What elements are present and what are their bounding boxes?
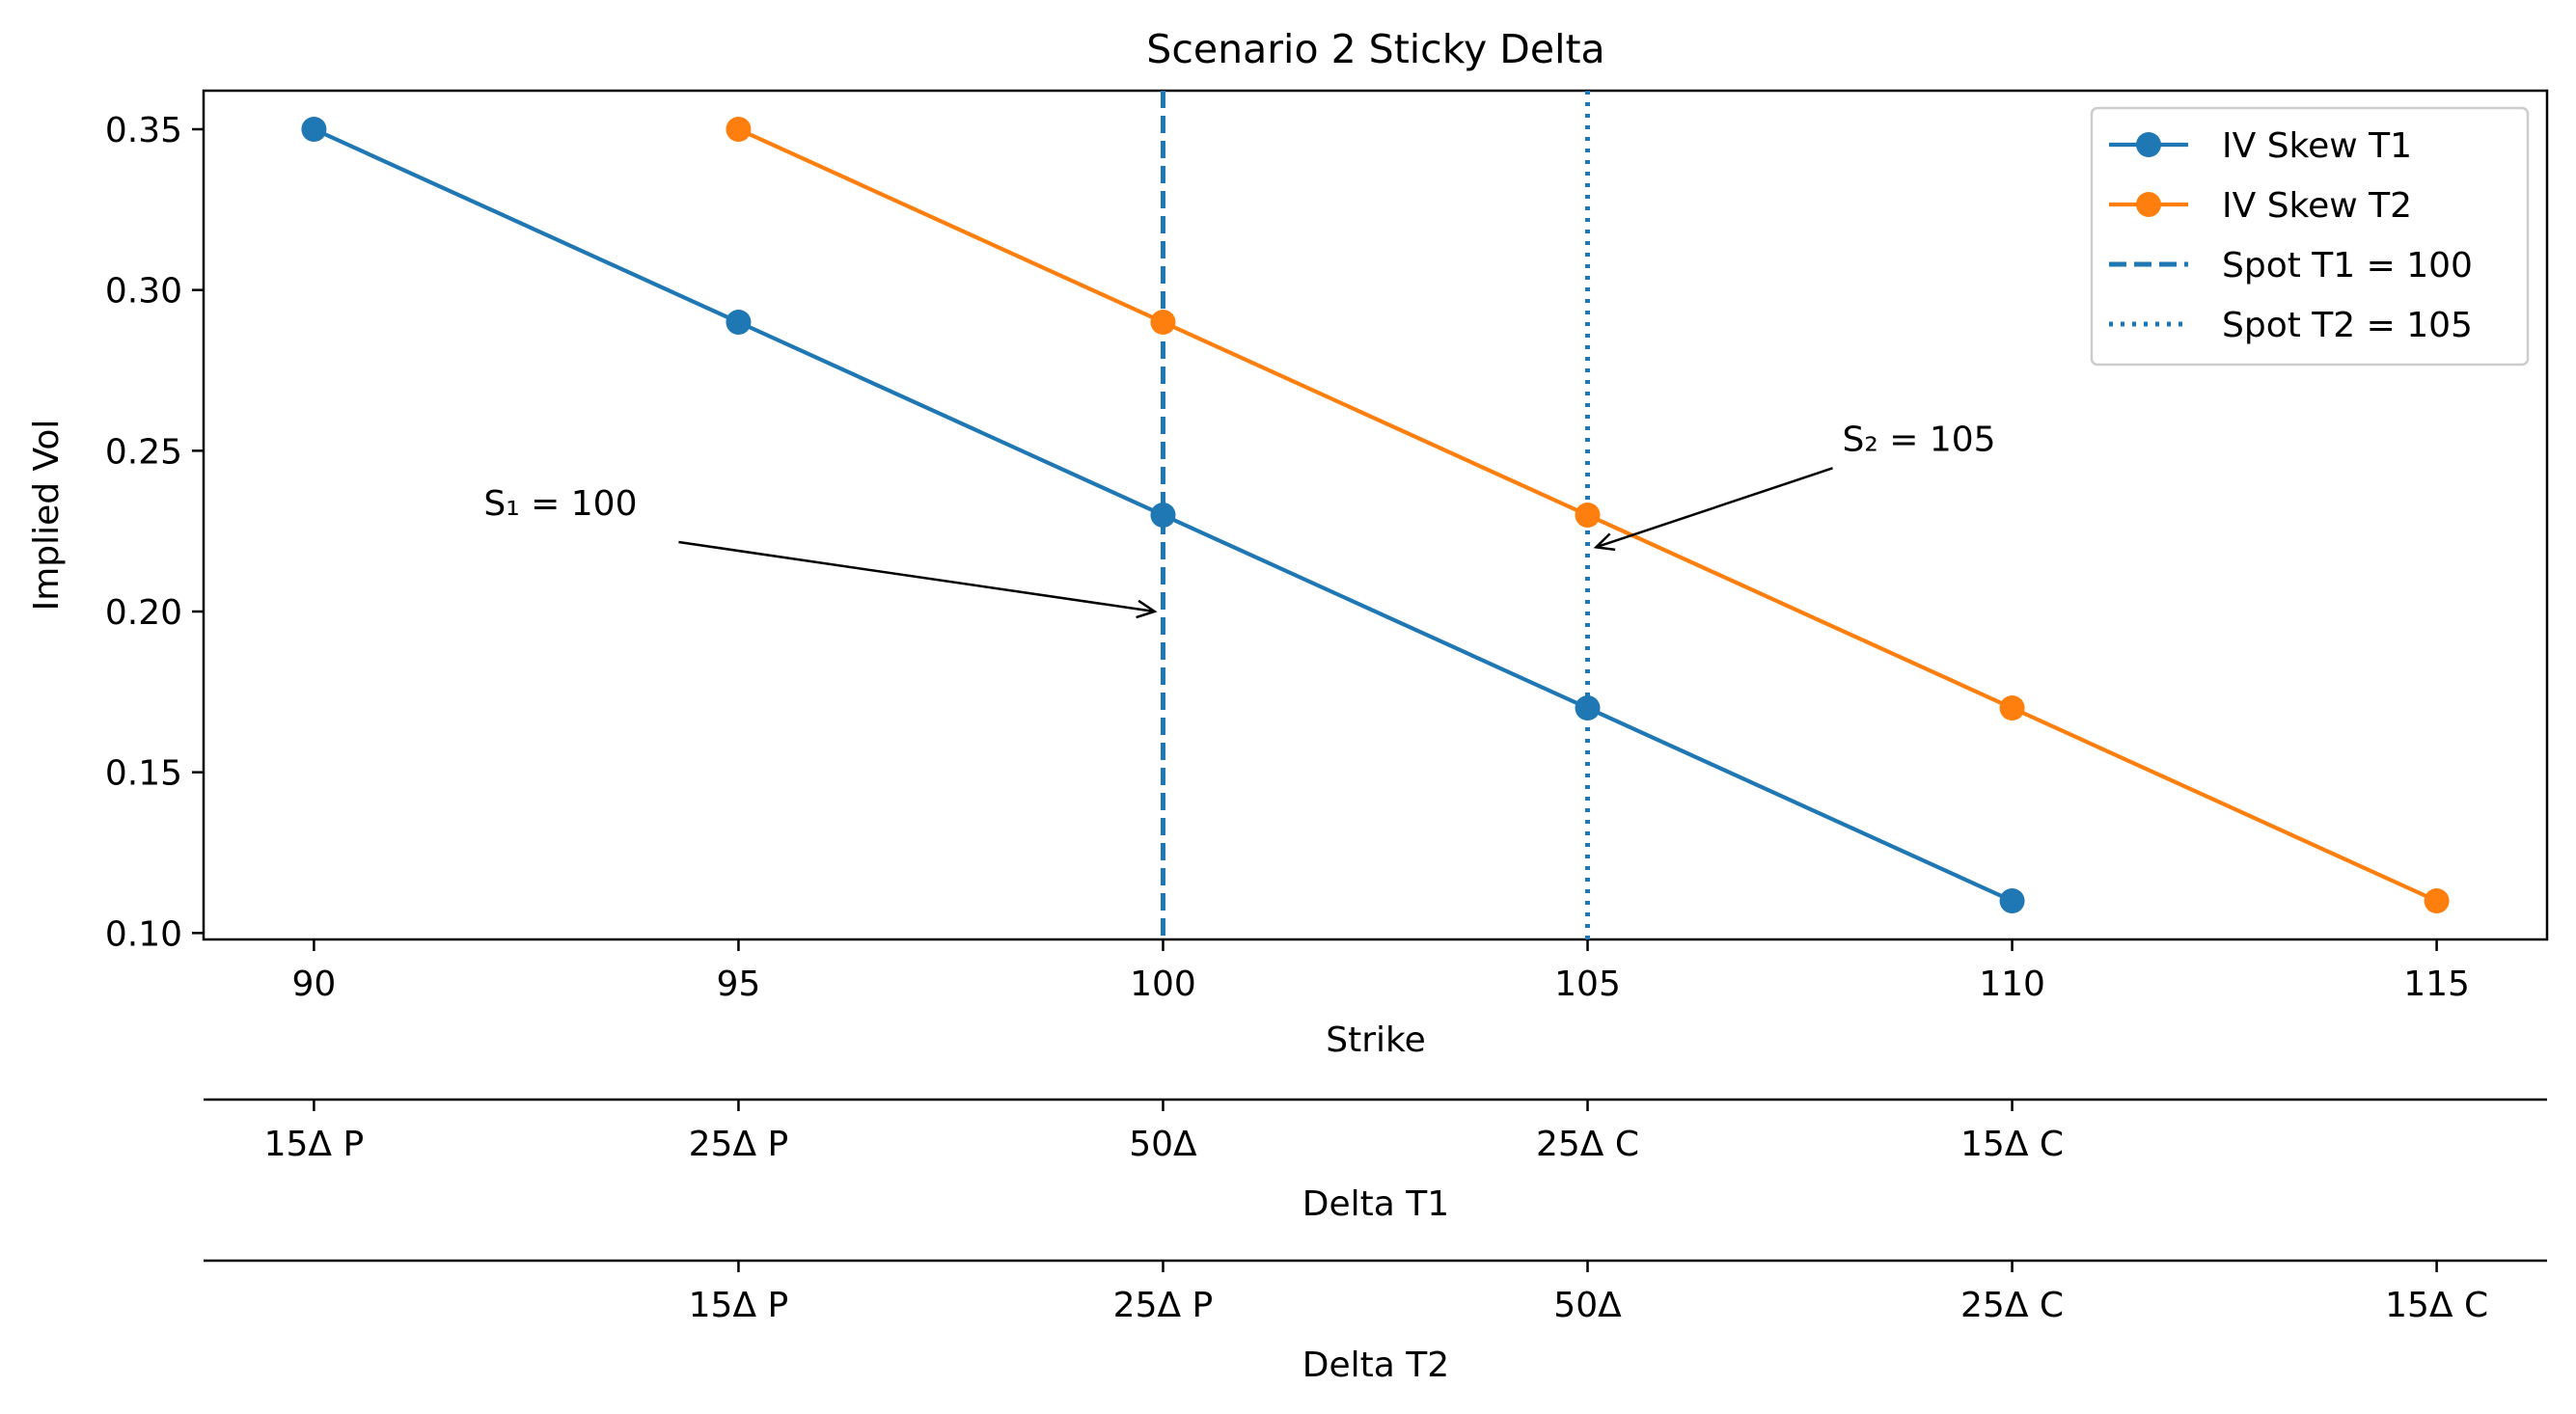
legend-box bbox=[2090, 106, 2530, 367]
secondary-tick-label: 25Δ C bbox=[1536, 1125, 1639, 1164]
annotation-arrow-2 bbox=[1595, 467, 1833, 549]
series-2-point bbox=[2424, 888, 2450, 913]
legend-label: Spot T1 = 100 bbox=[2222, 246, 2473, 286]
series-2-point bbox=[726, 117, 752, 142]
annotation-text-1: S₁ = 100 bbox=[483, 484, 637, 524]
secondary-axis-label: Delta T1 bbox=[1302, 1184, 1449, 1224]
annotation-arrowhead-1 bbox=[1136, 599, 1158, 619]
legend-entry: IV Skew T2 bbox=[2109, 186, 2412, 226]
legend-entry: Spot T1 = 100 bbox=[2109, 246, 2473, 286]
legend-entry: Spot T2 = 105 bbox=[2109, 306, 2473, 345]
secondary-tick-label: 15Δ P bbox=[689, 1286, 789, 1325]
y-tick-label: 0.25 bbox=[105, 432, 182, 472]
series-1-point bbox=[726, 310, 752, 335]
plot-area: S₁ = 100 S₂ = 105 bbox=[202, 89, 2549, 941]
x-tick-label: 115 bbox=[2403, 965, 2470, 1004]
y-tick-label: 0.30 bbox=[105, 272, 182, 312]
annotations-layer: S₁ = 100 S₂ = 105 bbox=[483, 420, 1996, 619]
legend-marker-swatch bbox=[2136, 192, 2161, 217]
secondary-axes: 15Δ P 25Δ P 50Δ 25Δ C 15Δ C Delta T1 15Δ P 25Δ … bbox=[204, 1098, 2547, 1385]
plot-frame bbox=[202, 89, 2549, 941]
secondary-tick-label: 25Δ C bbox=[1960, 1286, 2064, 1325]
legend-entry: IV Skew T1 bbox=[2109, 126, 2412, 166]
secondary-tick-label: 15Δ C bbox=[2385, 1286, 2488, 1325]
x-axis: 90 95 100 105 110 115 bbox=[292, 939, 2470, 1004]
secondary-tick-label: 15Δ C bbox=[1960, 1125, 2064, 1164]
annotation-arrowhead-2 bbox=[1593, 532, 1616, 552]
legend-label: Spot T2 = 105 bbox=[2222, 306, 2473, 345]
y-tick-label: 0.10 bbox=[105, 914, 182, 954]
secondary-tick-label: 50Δ bbox=[1553, 1286, 1622, 1325]
series-2-point bbox=[1150, 310, 1176, 335]
legend: IV Skew T1 IV Skew T2 Spot T1 = 100 Spot T2… bbox=[2090, 106, 2530, 367]
x-tick-label: 95 bbox=[717, 965, 761, 1004]
series-layer bbox=[301, 117, 2450, 913]
secondary-axis-1: 15Δ P 25Δ P 50Δ 25Δ C 15Δ C Delta T1 bbox=[204, 1098, 2547, 1224]
secondary-axis-2: 15Δ P 25Δ P 50Δ 25Δ C 15Δ C Delta T2 bbox=[204, 1259, 2547, 1385]
legend-label: IV Skew T1 bbox=[2222, 126, 2412, 166]
secondary-axis-label: Delta T2 bbox=[1302, 1346, 1449, 1385]
x-tick-label: 90 bbox=[292, 965, 337, 1004]
series-1-point bbox=[1150, 503, 1176, 528]
y-tick-label: 0.35 bbox=[105, 111, 182, 150]
annotation-text-2: S₂ = 105 bbox=[1843, 420, 1996, 459]
series-2-point bbox=[1575, 503, 1601, 528]
x-tick-label: 105 bbox=[1554, 965, 1621, 1004]
series-2-point bbox=[1999, 695, 2025, 721]
y-tick-label: 0.15 bbox=[105, 754, 182, 794]
secondary-tick-label: 15Δ P bbox=[264, 1125, 365, 1164]
vlines-layer bbox=[1160, 91, 1591, 939]
x-tick-label: 100 bbox=[1130, 965, 1196, 1004]
y-axis-label: Implied Vol bbox=[27, 420, 67, 612]
y-tick-label: 0.20 bbox=[105, 593, 182, 633]
series-1-point bbox=[301, 117, 327, 142]
annotation-arrow-1 bbox=[678, 540, 1155, 613]
x-axis-label: Strike bbox=[1326, 1020, 1425, 1060]
legend-marker-swatch bbox=[2136, 132, 2161, 157]
secondary-tick-label: 50Δ bbox=[1129, 1125, 1197, 1164]
secondary-tick-label: 25Δ P bbox=[1113, 1286, 1214, 1325]
series-1-point bbox=[1575, 695, 1601, 721]
secondary-tick-label: 25Δ P bbox=[689, 1125, 789, 1164]
chart-title: Scenario 2 Sticky Delta bbox=[1146, 26, 1604, 72]
x-tick-label: 110 bbox=[1979, 965, 2045, 1004]
legend-label: IV Skew T2 bbox=[2222, 186, 2412, 226]
series-1-point bbox=[1999, 888, 2025, 913]
y-axis: 0.10 0.15 0.20 0.25 0.30 0.35 bbox=[105, 111, 204, 954]
